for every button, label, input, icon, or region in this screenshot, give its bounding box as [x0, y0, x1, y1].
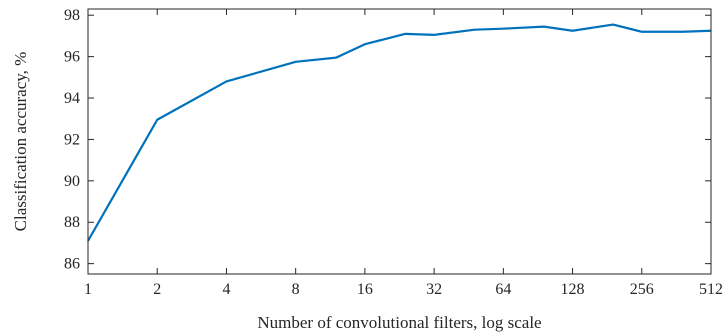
y-tick-label: 96 — [64, 49, 80, 66]
x-axis-label: Number of convolutional filters, log sca… — [257, 313, 541, 332]
y-tick-label: 86 — [64, 256, 80, 273]
x-tick-label: 2 — [153, 281, 161, 298]
x-tick-label: 256 — [630, 281, 654, 298]
x-tick-label: 8 — [292, 281, 300, 298]
x-tick-label: 32 — [426, 281, 442, 298]
series-layer — [87, 23, 712, 242]
x-tick-label: 16 — [357, 281, 373, 298]
axis-ticks — [87, 9, 712, 274]
x-tick-label: 64 — [495, 281, 511, 298]
y-axis-label: Classification accuracy, % — [11, 52, 30, 232]
tick-labels: 1 2 4 8 16 32 64 128 256 512 86 88 90 92 94 96 98 — [64, 7, 722, 298]
y-tick-label: 94 — [64, 90, 80, 107]
y-tick-label: 88 — [64, 214, 80, 231]
x-tick-label: 512 — [699, 281, 722, 298]
series-line — [87, 23, 712, 242]
x-tick-label: 128 — [561, 281, 585, 298]
x-tick-label: 1 — [84, 281, 92, 298]
y-tick-label: 98 — [64, 7, 80, 24]
plot-frame — [87, 8, 712, 275]
x-tick-label: 4 — [222, 281, 230, 298]
y-tick-label: 92 — [64, 131, 80, 148]
y-tick-label: 90 — [64, 173, 80, 190]
